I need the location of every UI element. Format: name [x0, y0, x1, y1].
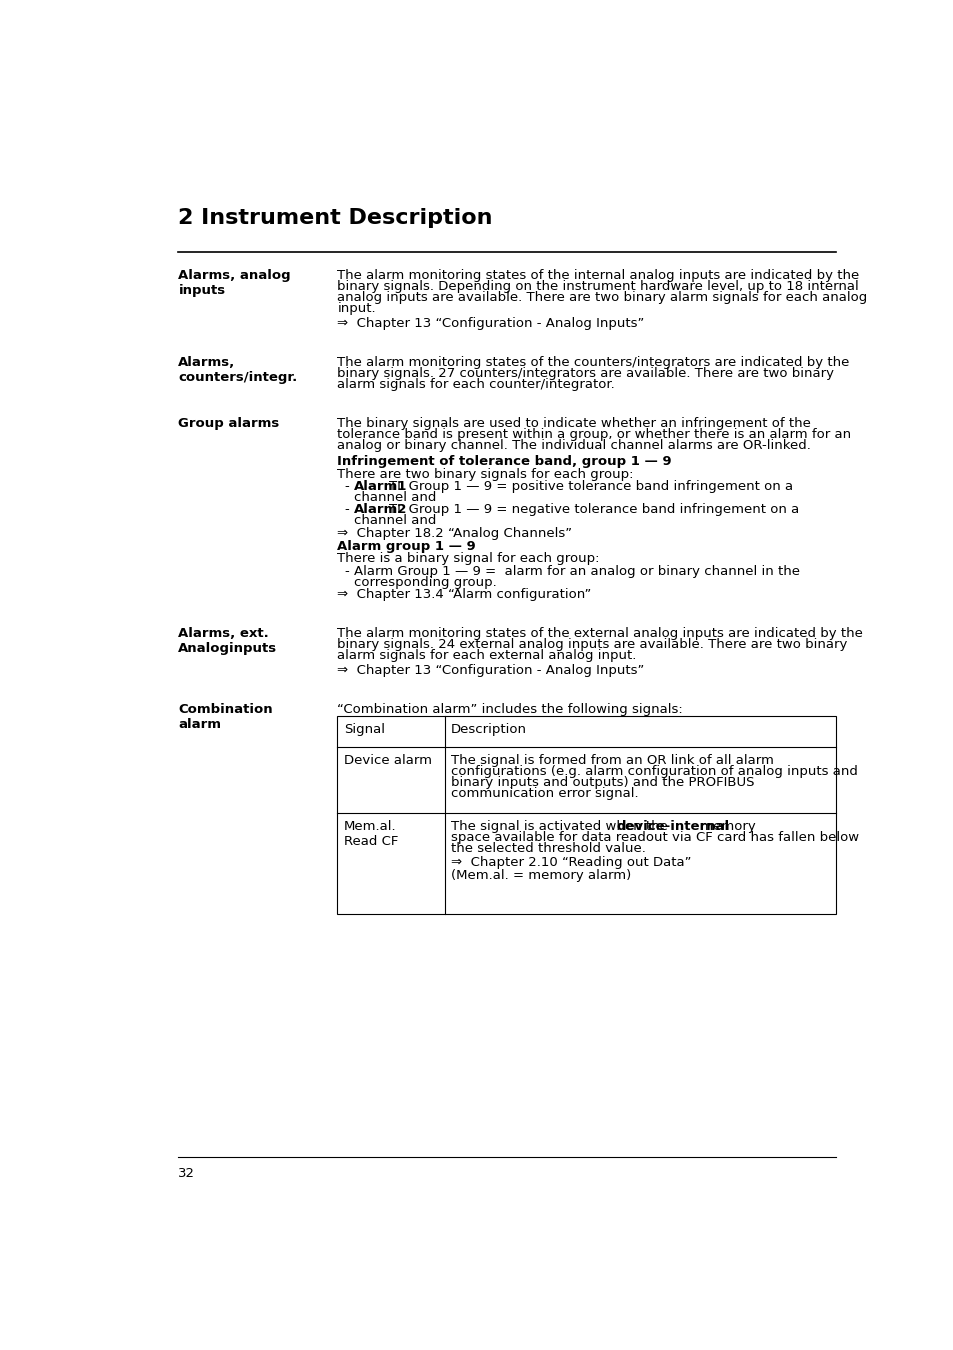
- Text: binary signals. 27 counters/integrators are available. There are two binary: binary signals. 27 counters/integrators …: [337, 367, 834, 379]
- Text: Combination
alarm: Combination alarm: [178, 703, 273, 732]
- Text: TL Group 1 — 9 = positive tolerance band infringement on a: TL Group 1 — 9 = positive tolerance band…: [389, 481, 792, 493]
- Text: Alarms, analog
inputs: Alarms, analog inputs: [178, 269, 291, 297]
- Text: 32: 32: [178, 1168, 195, 1180]
- Text: TL Group 1 — 9 = negative tolerance band infringement on a: TL Group 1 — 9 = negative tolerance band…: [389, 504, 799, 516]
- Text: -: -: [344, 481, 349, 493]
- Text: “Combination alarm” includes the following signals:: “Combination alarm” includes the followi…: [337, 703, 682, 717]
- Text: analog or binary channel. The individual channel alarms are OR-linked.: analog or binary channel. The individual…: [337, 439, 810, 452]
- Text: device-internal: device-internal: [616, 819, 728, 833]
- Text: alarm signals for each external analog input.: alarm signals for each external analog i…: [337, 649, 636, 662]
- Text: binary signals. 24 external analog inputs are available. There are two binary: binary signals. 24 external analog input…: [337, 639, 847, 651]
- Text: binary inputs and outputs) and the PROFIBUS: binary inputs and outputs) and the PROFI…: [451, 776, 754, 790]
- Text: memory: memory: [695, 819, 755, 833]
- Text: The alarm monitoring states of the internal analog inputs are indicated by the: The alarm monitoring states of the inter…: [337, 269, 859, 282]
- Text: communication error signal.: communication error signal.: [451, 787, 639, 801]
- Text: the selected threshold value.: the selected threshold value.: [451, 841, 645, 855]
- Text: Infringement of tolerance band, group 1 — 9: Infringement of tolerance band, group 1 …: [337, 455, 671, 468]
- Text: The binary signals are used to indicate whether an infringement of the: The binary signals are used to indicate …: [337, 417, 810, 429]
- Text: The alarm monitoring states of the external analog inputs are indicated by the: The alarm monitoring states of the exter…: [337, 628, 862, 640]
- Text: -: -: [344, 504, 349, 516]
- Text: The signal is formed from an OR link of all alarm: The signal is formed from an OR link of …: [451, 755, 773, 767]
- Bar: [337, 716, 836, 914]
- Text: input.: input.: [337, 302, 375, 315]
- Text: Description: Description: [451, 724, 527, 736]
- Text: Mem.al.
Read CF: Mem.al. Read CF: [344, 819, 398, 848]
- Text: Alarms,
counters/integr.: Alarms, counters/integr.: [178, 356, 297, 383]
- Text: (Mem.al. = memory alarm): (Mem.al. = memory alarm): [451, 869, 631, 882]
- Text: There is a binary signal for each group:: There is a binary signal for each group:: [337, 552, 599, 566]
- Text: space available for data readout via CF card has fallen below: space available for data readout via CF …: [451, 830, 859, 844]
- Text: ⇒  Chapter 18.2 “Analog Channels”: ⇒ Chapter 18.2 “Analog Channels”: [337, 526, 572, 540]
- Text: The alarm monitoring states of the counters/integrators are indicated by the: The alarm monitoring states of the count…: [337, 356, 849, 369]
- Text: The signal is activated when the: The signal is activated when the: [451, 819, 672, 833]
- Text: ⇒  Chapter 13 “Configuration - Analog Inputs”: ⇒ Chapter 13 “Configuration - Analog Inp…: [337, 317, 644, 331]
- Text: ⇒  Chapter 2.10 “Reading out Data”: ⇒ Chapter 2.10 “Reading out Data”: [451, 856, 691, 869]
- Text: configurations (e.g. alarm configuration of analog inputs and: configurations (e.g. alarm configuration…: [451, 765, 857, 778]
- Text: Alarm2: Alarm2: [354, 504, 407, 516]
- Text: Signal: Signal: [344, 724, 385, 736]
- Text: channel and: channel and: [354, 491, 436, 504]
- Text: corresponding group.: corresponding group.: [354, 575, 496, 589]
- Text: Group alarms: Group alarms: [178, 417, 279, 429]
- Text: analog inputs are available. There are two binary alarm signals for each analog: analog inputs are available. There are t…: [337, 290, 866, 304]
- Text: 2 Instrument Description: 2 Instrument Description: [178, 208, 493, 228]
- Text: Device alarm: Device alarm: [344, 755, 432, 767]
- Text: There are two binary signals for each group:: There are two binary signals for each gr…: [337, 467, 633, 481]
- Text: channel and: channel and: [354, 514, 436, 526]
- Text: -: -: [344, 564, 349, 578]
- Text: ⇒  Chapter 13.4 “Alarm configuration”: ⇒ Chapter 13.4 “Alarm configuration”: [337, 589, 591, 601]
- Text: tolerance band is present within a group, or whether there is an alarm for an: tolerance band is present within a group…: [337, 428, 851, 441]
- Text: Alarms, ext.
Analoginputs: Alarms, ext. Analoginputs: [178, 628, 277, 655]
- Text: Alarm group 1 — 9: Alarm group 1 — 9: [337, 540, 476, 552]
- Text: ⇒  Chapter 13 “Configuration - Analog Inputs”: ⇒ Chapter 13 “Configuration - Analog Inp…: [337, 664, 644, 678]
- Text: Alarm Group 1 — 9 =  alarm for an analog or binary channel in the: Alarm Group 1 — 9 = alarm for an analog …: [354, 564, 799, 578]
- Text: alarm signals for each counter/integrator.: alarm signals for each counter/integrato…: [337, 378, 615, 392]
- Text: Alarm1: Alarm1: [354, 481, 407, 493]
- Text: binary signals. Depending on the instrument hardware level, up to 18 internal: binary signals. Depending on the instrum…: [337, 279, 859, 293]
